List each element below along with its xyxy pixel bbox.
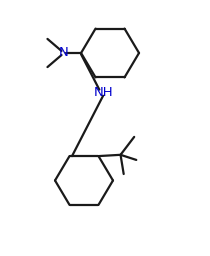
Text: N: N xyxy=(58,47,68,59)
Text: NH: NH xyxy=(93,86,113,99)
